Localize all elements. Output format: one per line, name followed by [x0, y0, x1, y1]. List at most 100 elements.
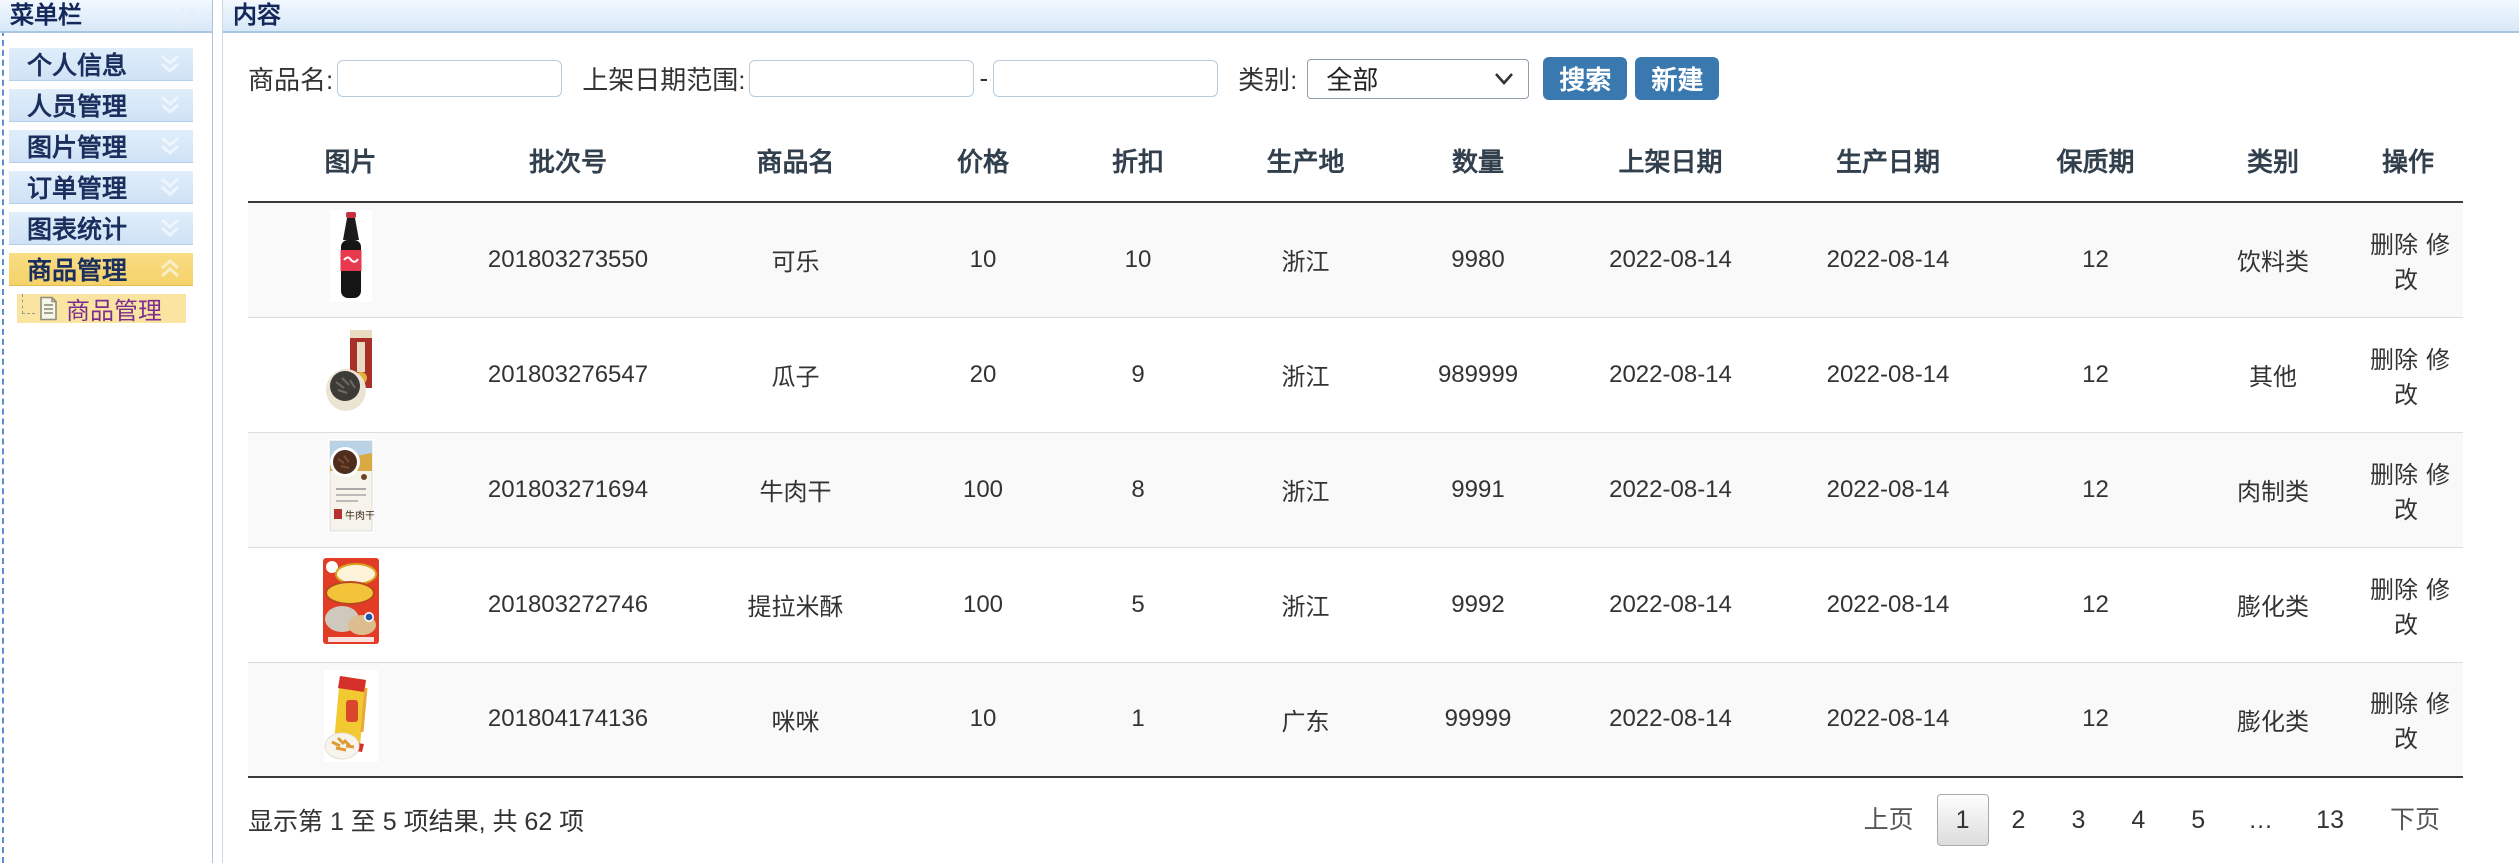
col-image[interactable]: 图片	[248, 130, 453, 203]
pagination-prev[interactable]: 上页	[1863, 806, 1914, 834]
cell-origin: 浙江	[1218, 546, 1393, 662]
product-image-cola	[329, 210, 372, 303]
date-from-input[interactable]	[749, 60, 975, 97]
date-range-label: 上架日期范围:	[582, 65, 746, 95]
cell-category: 膨化类	[2193, 661, 2353, 777]
col-name[interactable]: 商品名	[683, 130, 908, 203]
cell-shelf-date: 2022-08-14	[1609, 245, 1732, 273]
search-button[interactable]: 搜索	[1543, 57, 1628, 100]
sidebar-item-label: 订单管理	[27, 175, 128, 203]
cell-production-date: 2022-08-14	[1778, 316, 1998, 432]
cell-discount: 9	[1058, 316, 1218, 432]
sidebar-item-label: 个人信息	[27, 52, 128, 80]
table-row: 201803276547 瓜子 20 9 浙江 989999 2022-08-1…	[248, 316, 2463, 432]
product-image-beef-jerky: 牛肉干	[327, 439, 374, 533]
date-separator: -	[979, 63, 989, 93]
cell-shelf-date: 2022-08-14	[1563, 546, 1778, 662]
cell-origin: 浙江	[1218, 316, 1393, 432]
pagination-page-4[interactable]: 4	[2131, 806, 2146, 834]
pagination-page-2[interactable]: 2	[2011, 806, 2026, 834]
pagination-ellipsis: …	[2248, 806, 2274, 834]
table-footer: 显示第 1 至 5 项结果, 共 62 项 上页 1 2 3 4 5 … 13 …	[248, 794, 2463, 846]
col-origin[interactable]: 生产地	[1218, 130, 1393, 203]
sidebar-item-product-mgmt[interactable]: 商品管理	[9, 253, 193, 286]
pagination-page-3[interactable]: 3	[2071, 806, 2086, 834]
content-header: 内容	[223, 0, 2519, 33]
search-form: 商品名: 上架日期范围: - 类别: 全部 搜索 新建	[248, 57, 2519, 100]
cell-shelf-date: 2022-08-14	[1563, 431, 1778, 547]
sidebar-item-label: 图片管理	[27, 134, 128, 162]
pagination-page-5[interactable]: 5	[2191, 806, 2206, 834]
table-row: 牛肉干 201803271694 牛肉干 100 8 浙江 9991 2022-…	[248, 431, 2463, 547]
pagination-page-13[interactable]: 13	[2316, 806, 2344, 834]
date-to-input[interactable]	[993, 60, 1219, 97]
double-chevron-up-icon	[159, 259, 181, 279]
double-chevron-left-icon[interactable]	[172, 5, 198, 29]
cell-quantity: 9991	[1393, 431, 1563, 547]
edit-link[interactable]: 修改	[2394, 346, 2450, 409]
cell-batch: 201804174136	[453, 661, 683, 777]
products-table: 图片 批次号 商品名 价格 折扣 生产地 数量 上架日期 生产日期 保质期 类别…	[248, 130, 2463, 778]
delete-link[interactable]: 删除	[2370, 461, 2418, 489]
sidebar-item-label: 图表统计	[27, 216, 128, 244]
cell-batch: 201803273550	[487, 245, 649, 273]
double-chevron-down-icon	[159, 95, 181, 115]
cell-price: 100	[908, 546, 1058, 662]
edit-link[interactable]: 修改	[2394, 576, 2450, 639]
product-image-tiramisu-crisp	[321, 557, 380, 645]
sidebar-dashed-border	[2, 0, 4, 863]
col-operations[interactable]: 操作	[2353, 130, 2463, 203]
sidebar-item-order-mgmt[interactable]: 订单管理	[9, 171, 193, 204]
cell-shelf-life: 12	[1998, 316, 2193, 432]
chevron-down-icon	[1494, 72, 1514, 85]
category-select[interactable]: 全部	[1307, 58, 1530, 99]
cell-name: 牛肉干	[683, 431, 908, 547]
delete-link[interactable]: 删除	[2370, 691, 2418, 719]
cell-quantity: 9980	[1451, 245, 1505, 273]
cell-shelf-date: 2022-08-14	[1563, 316, 1778, 432]
cell-quantity: 989999	[1393, 316, 1563, 432]
cell-quantity: 9992	[1393, 546, 1563, 662]
col-category[interactable]: 类别	[2193, 130, 2353, 203]
col-batch[interactable]: 批次号	[453, 130, 683, 203]
double-chevron-down-icon	[159, 177, 181, 197]
col-production-date[interactable]: 生产日期	[1778, 130, 1998, 203]
sidebar-item-label: 商品管理	[27, 257, 128, 285]
double-chevron-down-icon	[159, 54, 181, 74]
edit-link[interactable]: 修改	[2394, 691, 2450, 754]
sidebar-item-personal-info[interactable]: 个人信息	[9, 48, 193, 81]
pagination-next[interactable]: 下页	[2389, 806, 2440, 834]
cell-category: 肉制类	[2193, 431, 2353, 547]
document-icon	[38, 296, 59, 321]
product-name-label: 商品名:	[248, 65, 334, 95]
pagination: 上页 1 2 3 4 5 … 13 下页	[1841, 794, 2463, 846]
cell-production-date: 2022-08-14	[1778, 546, 1998, 662]
table-row: 201803273550 可乐 10 10 浙江 9980 2022-08-14…	[248, 202, 2463, 317]
delete-link[interactable]: 删除	[2370, 231, 2418, 259]
sidebar-subitem-product-mgmt[interactable]: 商品管理	[17, 293, 186, 325]
col-discount[interactable]: 折扣	[1058, 130, 1218, 203]
content-title: 内容	[233, 2, 281, 29]
new-button[interactable]: 新建	[1635, 57, 1720, 100]
sidebar-item-image-mgmt[interactable]: 图片管理	[9, 130, 193, 163]
col-quantity[interactable]: 数量	[1393, 130, 1563, 203]
sidebar-item-chart-stats[interactable]: 图表统计	[9, 212, 193, 245]
edit-link[interactable]: 修改	[2394, 231, 2450, 294]
delete-link[interactable]: 删除	[2370, 576, 2418, 604]
cell-origin: 浙江	[1281, 249, 1330, 277]
col-shelf-date[interactable]: 上架日期	[1563, 130, 1778, 203]
cell-batch: 201803271694	[453, 431, 683, 547]
col-shelf-life[interactable]: 保质期	[1998, 130, 2193, 203]
sidebar-item-personnel-mgmt[interactable]: 人员管理	[9, 89, 193, 122]
content-panel: 内容 商品名: 上架日期范围: - 类别: 全部 搜索 新建	[222, 0, 2519, 863]
delete-link[interactable]: 删除	[2370, 346, 2418, 374]
product-image-sunflower-seeds	[325, 328, 376, 414]
col-price[interactable]: 价格	[908, 130, 1058, 203]
product-name-input[interactable]	[337, 60, 563, 97]
cell-origin: 浙江	[1218, 431, 1393, 547]
pagination-page-1[interactable]: 1	[1936, 794, 1989, 846]
cell-batch: 201803272746	[453, 546, 683, 662]
cell-quantity: 99999	[1393, 661, 1563, 777]
cell-name: 可乐	[771, 249, 820, 277]
edit-link[interactable]: 修改	[2394, 461, 2450, 524]
